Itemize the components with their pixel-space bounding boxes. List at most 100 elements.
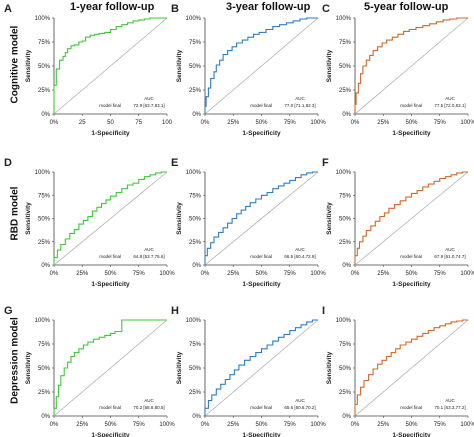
panel-b-reference-line [204, 17, 319, 115]
panel-f-x-tick-label: 0% [351, 271, 360, 277]
panel-b-y-tick-label: 25% [189, 88, 202, 94]
panel-f-legend-header: AUC [445, 247, 455, 252]
panel-b-legend-label: model final [250, 103, 272, 108]
panel-b-x-tick-label: 75% [284, 120, 297, 126]
panel-a-y-tick-label: 50% [38, 64, 51, 70]
panel-f-x-axis-label: 1-Specificity [392, 281, 431, 288]
panel-f-x-tick-label: 100% [460, 271, 474, 277]
panel-a-x-tick-label: 25 [79, 120, 86, 126]
panel-i-letter: I [322, 305, 325, 317]
panel-d-y-axis-label: Sensitivity [25, 202, 32, 235]
panel-e-x-tick-label: 25% [227, 271, 240, 277]
panel-i-legend-label: model final [400, 405, 422, 410]
panel-g-y-tick-label: 100% [35, 318, 51, 324]
panel-i-x-tick-label: 100% [460, 422, 474, 428]
panel-f-y-axis-label: Sensitivity [326, 202, 333, 235]
panel-e-reference-line [204, 171, 319, 266]
column-title-3year: 3-year follow-up [226, 1, 311, 13]
panel-b-x-tick-label: 0% [201, 120, 210, 126]
panel-i-y-tick-label: 25% [339, 390, 352, 396]
panel-c-y-tick-label: 0% [342, 112, 351, 118]
panel-b-y-tick-label: 50% [189, 64, 202, 70]
panel-d-y-tick-label: 100% [35, 170, 51, 176]
panel-i-reference-line [354, 319, 469, 417]
panel-g-x-tick-label: 100% [159, 422, 175, 428]
panel-b-y-axis-label: Sensitivity [176, 49, 183, 82]
panel-c-letter: C [322, 3, 330, 15]
panel-f-y-tick-label: 50% [339, 217, 352, 223]
panel-h-y-tick-label: 25% [189, 390, 202, 396]
panel-b-y-tick-label: 75% [189, 40, 202, 46]
panel-d-auc-value: 64.8 [53.7,76.6] [133, 254, 164, 259]
panel-b-x-tick-label: 50% [255, 120, 268, 126]
panel-h-reference-line [204, 319, 319, 417]
panel-d-legend-label: model final [99, 254, 121, 259]
panel-f-legend-label: model final [400, 254, 422, 259]
panel-b-legend-header: AUC [295, 96, 305, 101]
panel-c-y-tick-label: 25% [339, 88, 352, 94]
panel-d-reference-line [53, 171, 168, 266]
panel-e-y-tick-label: 25% [189, 240, 202, 246]
panel-f-y-tick-label: 0% [342, 263, 351, 269]
panel-a-y-tick-label: 100% [35, 16, 51, 22]
panel-i-x-tick-label: 25% [377, 422, 390, 428]
panel-e-auc-value: 66.6 [60.4,72.9] [284, 254, 315, 259]
panel-e-x-tick-label: 100% [310, 271, 326, 277]
panel-h-y-tick-label: 0% [192, 414, 201, 420]
panel-c-legend-label: model final [400, 103, 422, 108]
panel-e-y-axis-label: Sensitivity [176, 202, 183, 235]
panel-d-legend-header: AUC [144, 247, 154, 252]
panel-d-x-tick-label: 100% [159, 271, 175, 277]
panel-e-letter: E [171, 157, 178, 169]
panel-h-y-axis-label: Sensitivity [176, 351, 183, 384]
panel-g-legend-label: model final [99, 405, 121, 410]
panel-c-y-tick-label: 100% [336, 16, 352, 22]
panel-c-x-tick-label: 50% [405, 120, 418, 126]
panel-h-legend-header: AUC [295, 398, 305, 403]
panel-i-y-tick-label: 100% [336, 318, 352, 324]
panel-g-reference-line [53, 319, 168, 417]
panel-i-x-tick-label: 75% [434, 422, 447, 428]
panel-c-y-tick-label: 75% [339, 40, 352, 46]
panel-b-auc-value: 77.0 [71.1,82.3] [284, 103, 315, 108]
panel-d-x-tick-label: 0% [50, 271, 59, 277]
panel-i-roc-curve-0 [354, 319, 468, 416]
panel-c-x-tick-label: 25% [377, 120, 390, 126]
panel-h-roc-curve-0 [204, 319, 318, 416]
panel-i-x-axis-label: 1-Specificity [392, 432, 431, 437]
panel-g-roc-curve-0 [53, 319, 167, 416]
panel-a-y-axis-label: Sensitivity [25, 49, 32, 82]
panel-a-y-tick-label: 75% [38, 40, 51, 46]
panel-f-roc-curve-0 [354, 171, 468, 265]
panel-a-y-tick-label: 0% [41, 112, 50, 118]
column-title-5year: 5-year follow-up [364, 1, 449, 13]
panel-b-x-tick-label: 100% [310, 120, 326, 126]
panel-c-y-tick-label: 50% [339, 64, 352, 70]
panel-e-x-axis-label: 1-Specificity [242, 281, 281, 288]
panel-f-auc-value: 67.9 [61.0,74.7] [434, 254, 465, 259]
panel-h-y-tick-label: 75% [189, 342, 202, 348]
panel-i-x-tick-label: 0% [351, 422, 360, 428]
panel-a-x-tick-label: 100 [162, 120, 173, 126]
panel-c-reference-line [354, 17, 469, 115]
panel-i-y-tick-label: 50% [339, 366, 352, 372]
panel-f-x-tick-label: 75% [434, 271, 447, 277]
panel-h-x-tick-label: 25% [227, 422, 240, 428]
panel-a-x-tick-label: 75 [135, 120, 142, 126]
panel-e-y-tick-label: 0% [192, 263, 201, 269]
panel-a-x-axis-label: 1-Specificity [91, 130, 130, 137]
panel-c-x-axis-label: 1-Specificity [392, 130, 431, 137]
panel-e-x-tick-label: 75% [284, 271, 297, 277]
panel-c-x-tick-label: 75% [434, 120, 447, 126]
panel-a-legend-label: model final [99, 103, 121, 108]
panel-a-letter: A [4, 3, 12, 15]
panel-h-y-tick-label: 50% [189, 366, 202, 372]
panel-a-legend-header: AUC [144, 96, 154, 101]
panel-i-y-tick-label: 0% [342, 414, 351, 420]
panel-d-x-axis-label: 1-Specificity [91, 281, 130, 288]
panel-g-auc-value: 70.2 [58.8,80.5] [133, 405, 164, 410]
panel-g-x-tick-label: 0% [50, 422, 59, 428]
panel-d-x-tick-label: 75% [133, 271, 146, 277]
